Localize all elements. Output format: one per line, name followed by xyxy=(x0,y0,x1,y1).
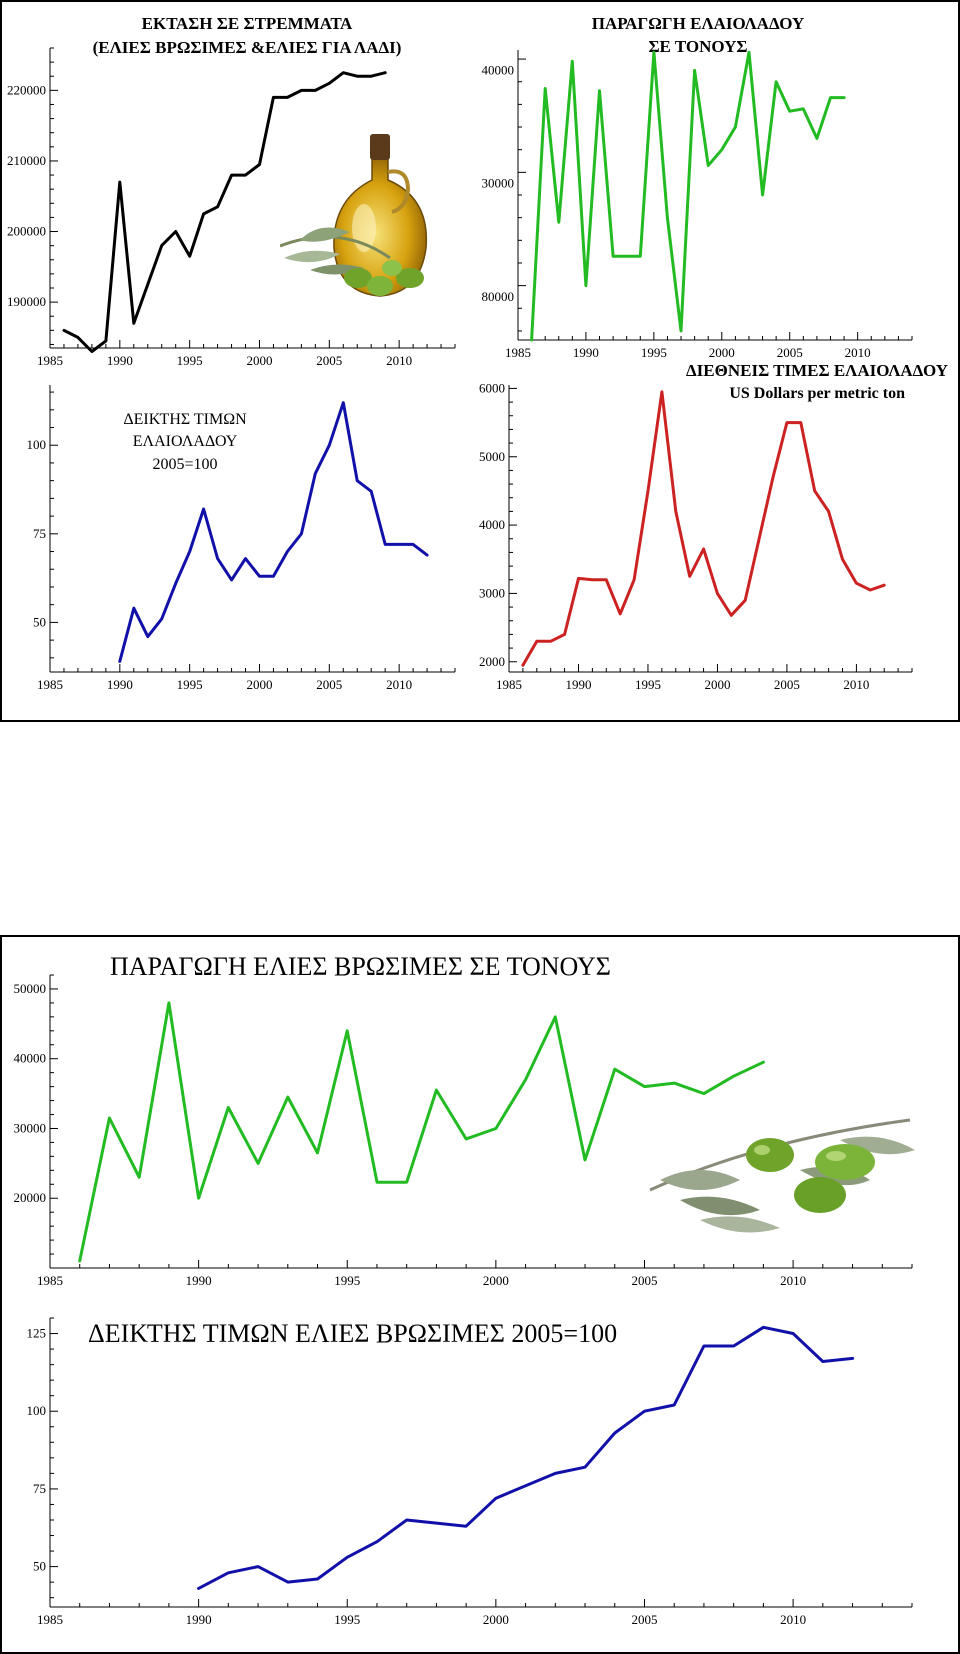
x-tick-label: 1985 xyxy=(37,677,63,692)
x-tick-label: 1985 xyxy=(37,1612,63,1627)
y-tick-label: 40000 xyxy=(14,1051,47,1066)
oil-price-index-title: ΔΕΙΚΤΗΣ ΤΙΜΩΝ xyxy=(123,411,247,428)
x-tick-label: 1995 xyxy=(334,1273,360,1288)
x-tick-label: 2005 xyxy=(631,1612,657,1627)
y-tick-label: 20000 xyxy=(14,1190,47,1205)
area-chart-subtitle: (ΕΛΙΕΣ ΒΡΩΣΙΜΕΣ &ΕΛΙΕΣ ΓΙΑ ΛΑΔΙ) xyxy=(93,38,402,57)
x-tick-label: 1990 xyxy=(565,677,591,692)
y-tick-label: 30000 xyxy=(14,1120,47,1135)
x-tick-label: 2010 xyxy=(780,1612,806,1627)
y-tick-label: 100 xyxy=(27,1403,47,1418)
series-line xyxy=(521,390,886,667)
olive-oil-bottle-icon xyxy=(280,134,428,297)
series-line xyxy=(530,50,846,342)
x-tick-label: 1985 xyxy=(37,353,63,368)
x-tick-label: 2000 xyxy=(483,1612,509,1627)
x-tick-label: 1990 xyxy=(107,353,133,368)
x-tick-label: 1990 xyxy=(107,677,133,692)
oil-price-index-subtitle: ΕΛΑΙΟΛΑΔΟΥ xyxy=(133,433,238,450)
x-tick-label: 1990 xyxy=(186,1612,212,1627)
y-tick-label: 30000 xyxy=(482,176,515,191)
series-line xyxy=(62,71,387,353)
y-tick-label: 50 xyxy=(33,1559,46,1574)
y-tick-label: 100 xyxy=(27,437,47,452)
top-charts-panel xyxy=(0,0,960,722)
x-tick-label: 2010 xyxy=(386,353,412,368)
x-tick-label: 2000 xyxy=(704,677,730,692)
world-price-title: ΔΙΕΘΝΕΙΣ ΤΙΜΕΣ ΕΛΑΙΟΛΑΔΟΥ xyxy=(686,361,948,380)
x-tick-label: 1995 xyxy=(334,1612,360,1627)
area-chart-title: ΕΚΤΑΣΗ ΣΕ ΣΤΡΕΜΜΑΤΑ xyxy=(142,14,353,33)
y-tick-label: 3000 xyxy=(479,585,505,600)
x-tick-label: 1985 xyxy=(505,345,531,360)
y-tick-label: 75 xyxy=(33,526,46,541)
y-tick-label: 5000 xyxy=(479,449,505,464)
y-tick-label: 40000 xyxy=(482,62,515,77)
x-tick-label: 2010 xyxy=(843,677,869,692)
x-tick-label: 1995 xyxy=(177,353,203,368)
series-line xyxy=(78,1001,765,1263)
y-tick-label: 4000 xyxy=(479,517,505,532)
x-tick-label: 2010 xyxy=(845,345,871,360)
y-tick-label: 50000 xyxy=(14,981,47,996)
oil-price-index-note: 2005=100 xyxy=(152,456,217,473)
series-line xyxy=(197,1325,855,1590)
world-price-subtitle: US Dollars per metric ton xyxy=(729,385,905,402)
y-tick-label: 2000 xyxy=(479,654,505,669)
olive-branch-icon xyxy=(649,1118,915,1233)
x-tick-label: 1985 xyxy=(496,677,522,692)
x-tick-label: 2000 xyxy=(246,677,272,692)
x-tick-label: 2005 xyxy=(774,677,800,692)
x-tick-label: 2005 xyxy=(316,353,342,368)
oil-production-subtitle: ΣΕ ΤΟΝΟΥΣ xyxy=(648,37,747,56)
y-tick-label: 75 xyxy=(33,1481,46,1496)
series-line xyxy=(118,401,429,663)
y-tick-label: 6000 xyxy=(479,380,505,395)
y-tick-label: 80000 xyxy=(482,289,515,304)
x-tick-label: 1995 xyxy=(641,345,667,360)
x-tick-label: 2005 xyxy=(631,1273,657,1288)
x-tick-label: 2000 xyxy=(246,353,272,368)
y-tick-label: 200000 xyxy=(7,224,46,239)
x-tick-label: 2000 xyxy=(709,345,735,360)
x-tick-label: 2010 xyxy=(386,677,412,692)
x-tick-label: 1995 xyxy=(177,677,203,692)
x-tick-label: 2005 xyxy=(316,677,342,692)
y-tick-label: 220000 xyxy=(7,82,46,97)
x-tick-label: 1985 xyxy=(37,1273,63,1288)
y-tick-label: 210000 xyxy=(7,153,46,168)
x-tick-label: 2000 xyxy=(483,1273,509,1288)
y-tick-label: 50 xyxy=(33,614,46,629)
x-tick-label: 2010 xyxy=(780,1273,806,1288)
x-tick-label: 1990 xyxy=(186,1273,212,1288)
y-tick-label: 190000 xyxy=(7,294,46,309)
table-olive-production-title: ΠΑΡΑΓΩΓΗ ΕΛΙΕΣ ΒΡΩΣΙΜΕΣ ΣΕ ΤΟΝΟΥΣ xyxy=(110,952,611,981)
oil-production-title: ΠΑΡΑΓΩΓΗ ΕΛΑΙΟΛΑΔΟΥ xyxy=(592,14,805,33)
y-tick-label: 125 xyxy=(27,1326,47,1341)
table-olive-price-index-title: ΔΕΙΚΤΗΣ ΤΙΜΩΝ ΕΛΙΕΣ ΒΡΩΣΙΜΕΣ 2005=100 xyxy=(88,1319,617,1348)
x-tick-label: 1995 xyxy=(635,677,661,692)
x-tick-label: 1990 xyxy=(573,345,599,360)
x-tick-label: 2005 xyxy=(777,345,803,360)
